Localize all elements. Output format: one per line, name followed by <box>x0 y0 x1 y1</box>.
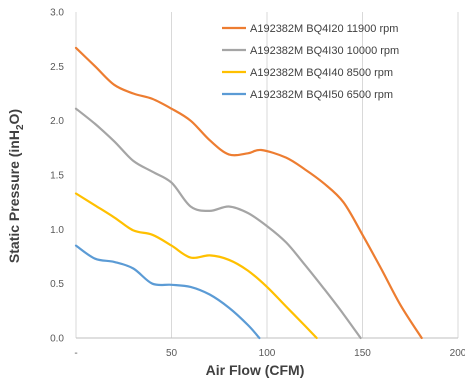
y-tick-label: 0.5 <box>50 279 64 290</box>
y-tick-label: 3.0 <box>50 8 64 19</box>
y-tick-label: 2.0 <box>50 116 64 127</box>
legend-label-3: A192382M BQ4I40 8500 rpm <box>250 67 393 79</box>
series-line-3 <box>74 192 318 340</box>
series-lines <box>74 46 423 340</box>
series-line-4 <box>74 244 261 340</box>
series-line-1 <box>74 46 423 340</box>
vertical-gridlines <box>75 12 459 338</box>
x-tick-labels: - 50 100 150 200 <box>74 348 465 359</box>
x-axis-title: Air Flow (CFM) <box>206 362 305 378</box>
y-tick-label: 2.5 <box>50 62 64 73</box>
series-line-2 <box>74 107 362 340</box>
x-tick-label: 50 <box>166 348 178 359</box>
x-tick-label: - <box>74 348 77 359</box>
y-tick-label: 1.5 <box>50 171 64 182</box>
legend-label-2: A192382M BQ4I30 10000 rpm <box>250 45 399 57</box>
legend: A192382M BQ4I20 11900 rpm A192382M BQ4I30… <box>222 23 399 101</box>
y-axis-title: Static Pressure (inH2O) <box>6 109 26 263</box>
x-tick-label: 150 <box>354 348 371 359</box>
legend-label-1: A192382M BQ4I20 11900 rpm <box>250 23 398 35</box>
y-tick-label: 0.0 <box>50 334 64 345</box>
y-tick-labels: 0.0 0.5 1.0 1.5 2.0 2.5 3.0 <box>50 8 64 345</box>
legend-label-4: A192382M BQ4I50 6500 rpm <box>250 89 393 101</box>
x-tick-label: 100 <box>259 348 276 359</box>
y-tick-label: 1.0 <box>50 225 64 236</box>
x-tick-label: 200 <box>450 348 465 359</box>
